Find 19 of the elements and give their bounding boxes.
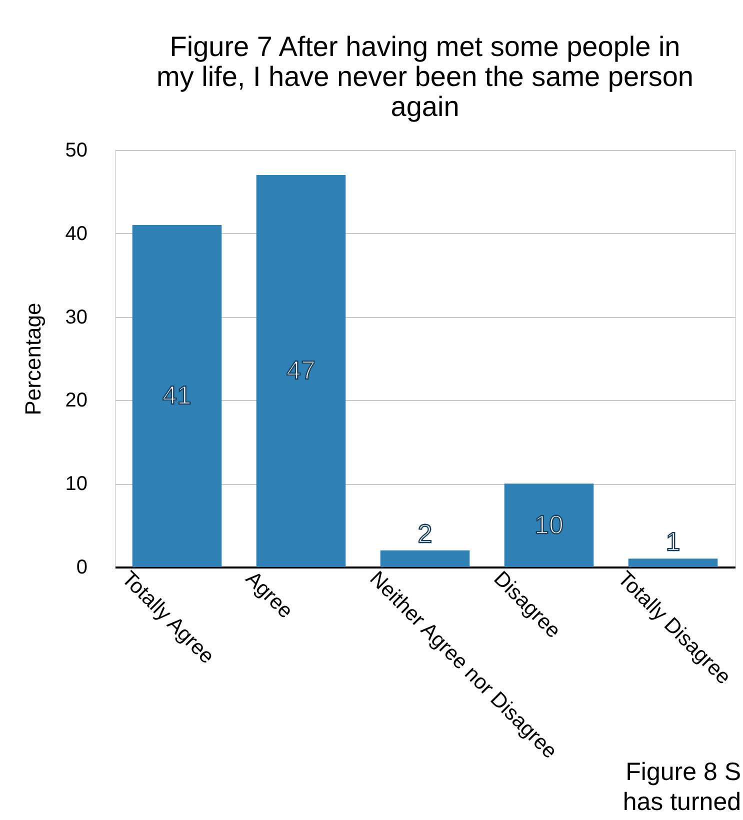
y-tick-label: 40 xyxy=(65,222,88,245)
caption: Figure 8 S has turned xyxy=(622,758,741,816)
bar xyxy=(256,175,346,567)
y-tick-label: 0 xyxy=(76,556,88,578)
data-label: 47 xyxy=(286,355,316,386)
chart-title: Figure 7 After having met some people in my life, I have never been the same person again xyxy=(156,31,694,122)
data-label: 1 xyxy=(666,526,680,557)
data-label: 41 xyxy=(162,380,192,410)
data-label: 2 xyxy=(418,518,432,548)
data-label: 10 xyxy=(534,509,564,540)
y-tick-label: 30 xyxy=(65,306,88,328)
bar xyxy=(504,484,594,567)
y-tick-label: 20 xyxy=(65,390,88,412)
y-tick-label: 10 xyxy=(65,473,88,496)
bar xyxy=(380,550,470,567)
y-tick-label: 50 xyxy=(65,140,88,162)
y-axis-title: Percentage xyxy=(20,302,46,416)
bar xyxy=(628,558,718,567)
bar xyxy=(132,225,222,567)
